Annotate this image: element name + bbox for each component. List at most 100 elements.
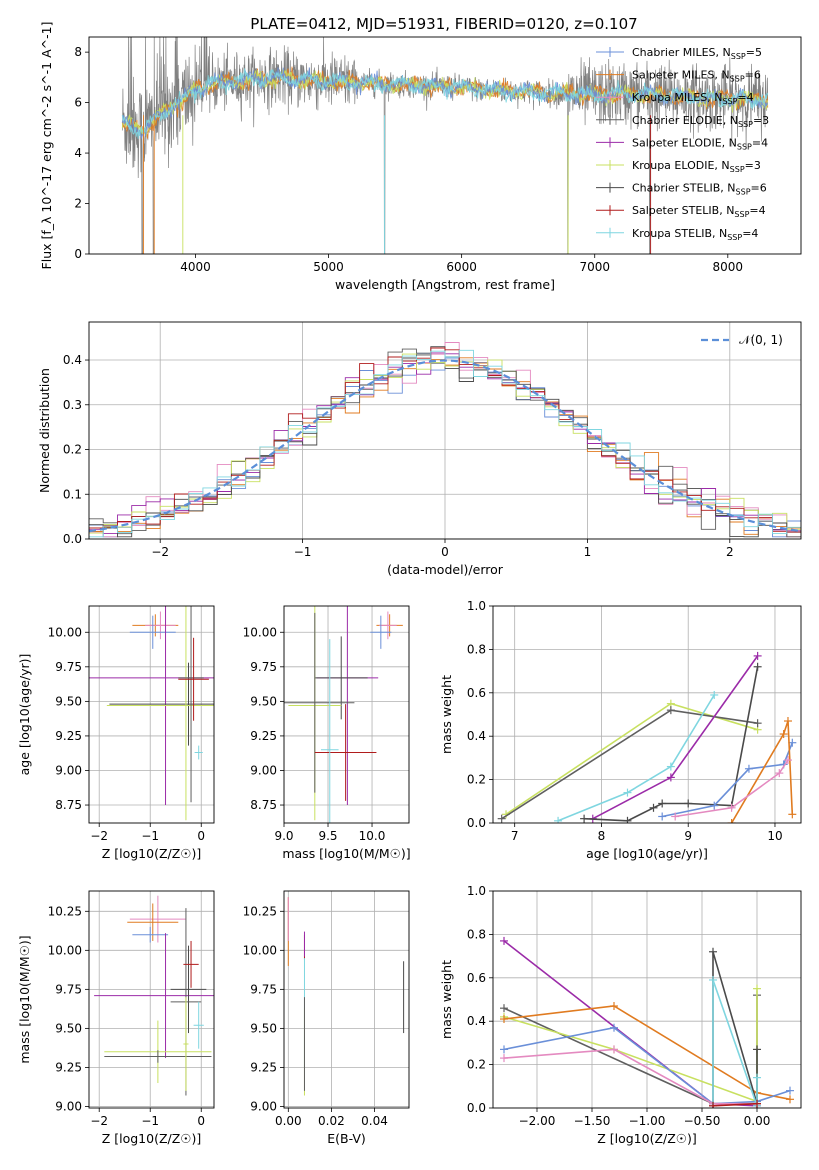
mass-vs-Z-xtick-label: −2: [90, 1114, 108, 1128]
gaussian-legend-label: 𝒩(0, 1): [739, 333, 783, 347]
mass-vs-EBV-ytick-label: 9.75: [250, 982, 277, 996]
residuals-xtick-label: −2: [151, 545, 169, 559]
massweight-vs-Z-ytick-label: 1.0: [467, 884, 486, 898]
legend-entry-value: =4: [749, 204, 765, 217]
mass-vs-Z-xtick-label: −1: [141, 1114, 159, 1128]
massweight-vs-age-plot-area: [493, 606, 801, 823]
legend-entry-sub: SSP: [731, 52, 746, 61]
legend-entry-value: =6: [745, 69, 761, 82]
panel-age-vs-mass: 9.0 9.5 10.0 8.75 9.00 9.25 9.50 9.75 10.00 mass …: [243, 605, 411, 861]
legend-entry: Chabrier STELIB, NSSP=6: [632, 182, 767, 197]
panel-spectrum: 4000 5000 6000 7000 8000 0 2 4 6 8 wavelength [Ang…: [39, 22, 802, 292]
spectrum-ytick-label: 6: [74, 96, 82, 110]
legend-entry-value: =4: [737, 91, 753, 104]
spectrum-xlabel: wavelength [Angstrom, rest frame]: [335, 277, 555, 292]
age-vs-mass-ytick-label: 8.75: [250, 798, 277, 812]
spectrum-ytick-label: 2: [74, 197, 82, 211]
age-vs-Z-ytick-label: 9.50: [55, 694, 82, 708]
spectrum-ytick-label: 0: [74, 247, 82, 261]
legend-entry-sub: SSP: [737, 142, 752, 151]
massweight-vs-age-xtick-label: 7: [511, 829, 519, 843]
spectrum-ytick-label: 8: [74, 45, 82, 59]
legend-entry-name: Chabrier STELIB, N: [632, 182, 736, 195]
mass-vs-EBV-plot-area: [284, 891, 409, 1108]
massweight-vs-Z-xtick-label: −2.00: [519, 1114, 556, 1128]
residuals-xtick-label: −1: [294, 545, 312, 559]
residuals-xtick-label: 1: [584, 545, 592, 559]
mass-vs-Z-ytick-label: 9.25: [55, 1060, 82, 1074]
mass-vs-Z-ytick-label: 9.75: [55, 982, 82, 996]
legend-entry-value: =6: [751, 182, 767, 195]
residuals-frame: [88, 321, 802, 540]
series-line: [730, 720, 794, 823]
residuals-plot-area: [89, 322, 801, 539]
age-vs-mass-xtick-label: 9.5: [318, 829, 337, 843]
massweight-vs-Z-xtick-label: 0.00: [744, 1114, 771, 1128]
residuals-ytick-label: 0.2: [63, 443, 82, 457]
legend-entry-sub: SSP: [734, 210, 749, 219]
age-vs-mass-xtick-label: 10.0: [359, 829, 386, 843]
histogram-step-line: [89, 349, 801, 538]
panel-massweight-vs-age: 7 8 9 10 0.0 0.2 0.4 0.6 0.8 1.0 age [log10(age/yr…: [439, 599, 802, 861]
legend-entry-name: Salpeter MILES, N: [632, 69, 730, 82]
age-vs-Z-plot-area: [89, 606, 214, 823]
massweight-vs-age-xtick-label: 10: [767, 829, 782, 843]
series-line: [503, 1048, 757, 1105]
legend-entry-sub: SSP: [722, 97, 737, 106]
massweight-vs-age-ytick-label: 0.4: [467, 729, 486, 743]
massweight-vs-age-xlabel: age [log10(age/yr)]: [586, 846, 708, 861]
massweight-vs-Z-ytick-label: 0.0: [467, 1101, 486, 1115]
spectrum-xtick-label: 5000: [313, 260, 344, 274]
mass-vs-EBV-xtick-label: 0.04: [361, 1114, 388, 1128]
massweight-vs-age-xtick-label: 8: [598, 829, 606, 843]
residuals-xtick-label: 0: [441, 545, 449, 559]
legend-entry-sub: SSP: [736, 188, 751, 197]
mass-vs-Z-ytick-label: 10.00: [48, 943, 82, 957]
spectrum-xtick-label: 8000: [713, 260, 744, 274]
spectrum-frame: [88, 36, 802, 255]
legend-entry-name: Salpeter ELODIE, N: [632, 136, 737, 149]
mass-vs-EBV-ytick-label: 9.00: [250, 1099, 277, 1113]
legend-entry: Salpeter MILES, NSSP=6: [632, 69, 761, 84]
legend-entry-sub: SSP: [730, 75, 745, 84]
age-vs-Z-ytick-label: 9.75: [55, 660, 82, 674]
age-vs-mass-xtick-label: 9.0: [274, 829, 293, 843]
massweight-vs-age-ytick-label: 0.6: [467, 686, 486, 700]
legend-entry: Kroupa STELIB, NSSP=4: [632, 227, 758, 242]
mass-vs-EBV-ytick-label: 10.00: [243, 943, 277, 957]
age-vs-mass-ytick-label: 10.00: [243, 625, 277, 639]
legend-entry: Chabrier ELODIE, NSSP=3: [632, 114, 769, 129]
massweight-vs-Z-ylabel: mass weight: [439, 960, 454, 1039]
age-vs-mass-ytick-label: 9.50: [250, 694, 277, 708]
massweight-vs-Z-xlabel: Z [log10(Z/Z☉)]: [597, 1131, 697, 1146]
panel-mass-vs-EBV: 0.00 0.02 0.04 9.00 9.25 9.50 9.75 10.00 10.25 E(…: [243, 890, 410, 1146]
spectrum-plot-area: [121, 37, 769, 254]
massweight-vs-Z-ytick-label: 0.6: [467, 971, 486, 985]
age-vs-Z-ytick-label: 8.75: [55, 798, 82, 812]
age-vs-Z-ylabel: age [log10(age/yr)]: [17, 654, 32, 776]
mass-vs-EBV-ytick-label: 10.25: [243, 904, 277, 918]
mass-vs-Z-xtick-label: 0: [197, 1114, 205, 1128]
mass-vs-EBV-xlabel: E(B-V): [327, 1131, 366, 1146]
residuals-ytick-label: 0.0: [63, 532, 82, 546]
massweight-vs-age-ytick-label: 0.2: [467, 773, 486, 787]
series-line: [712, 979, 758, 1107]
legend-entry-sub: SSP: [727, 233, 742, 242]
mass-vs-Z-ylabel: mass [log10(M/M☉)]: [17, 935, 32, 1063]
legend-entry-value: =5: [746, 46, 762, 59]
spectrum-xtick-label: 6000: [446, 260, 477, 274]
massweight-vs-Z-xtick-label: −0.50: [684, 1114, 721, 1128]
legend-entry-value: =3: [753, 114, 769, 127]
age-vs-mass-plot-area: [284, 606, 409, 823]
panel-massweight-vs-Z: −2.00 −1.50 −1.00 −0.50 0.00 0.0 0.2 0.4 0.6 0.8 1…: [439, 884, 802, 1146]
panel-residuals: −2 −1 0 1 2 0.0 0.1 0.2 0.3 0.4 (data-model)/error…: [37, 321, 802, 577]
legend-entry: Salpeter STELIB, NSSP=4: [632, 204, 766, 219]
legend-entry-sub: SSP: [730, 165, 745, 174]
mass-vs-Z-xlabel: Z [log10(Z/Z☉)]: [102, 1131, 202, 1146]
mass-vs-Z-ytick-label: 10.25: [48, 904, 82, 918]
series-line: [557, 694, 715, 822]
massweight-vs-Z-xtick-label: −1.50: [574, 1114, 611, 1128]
